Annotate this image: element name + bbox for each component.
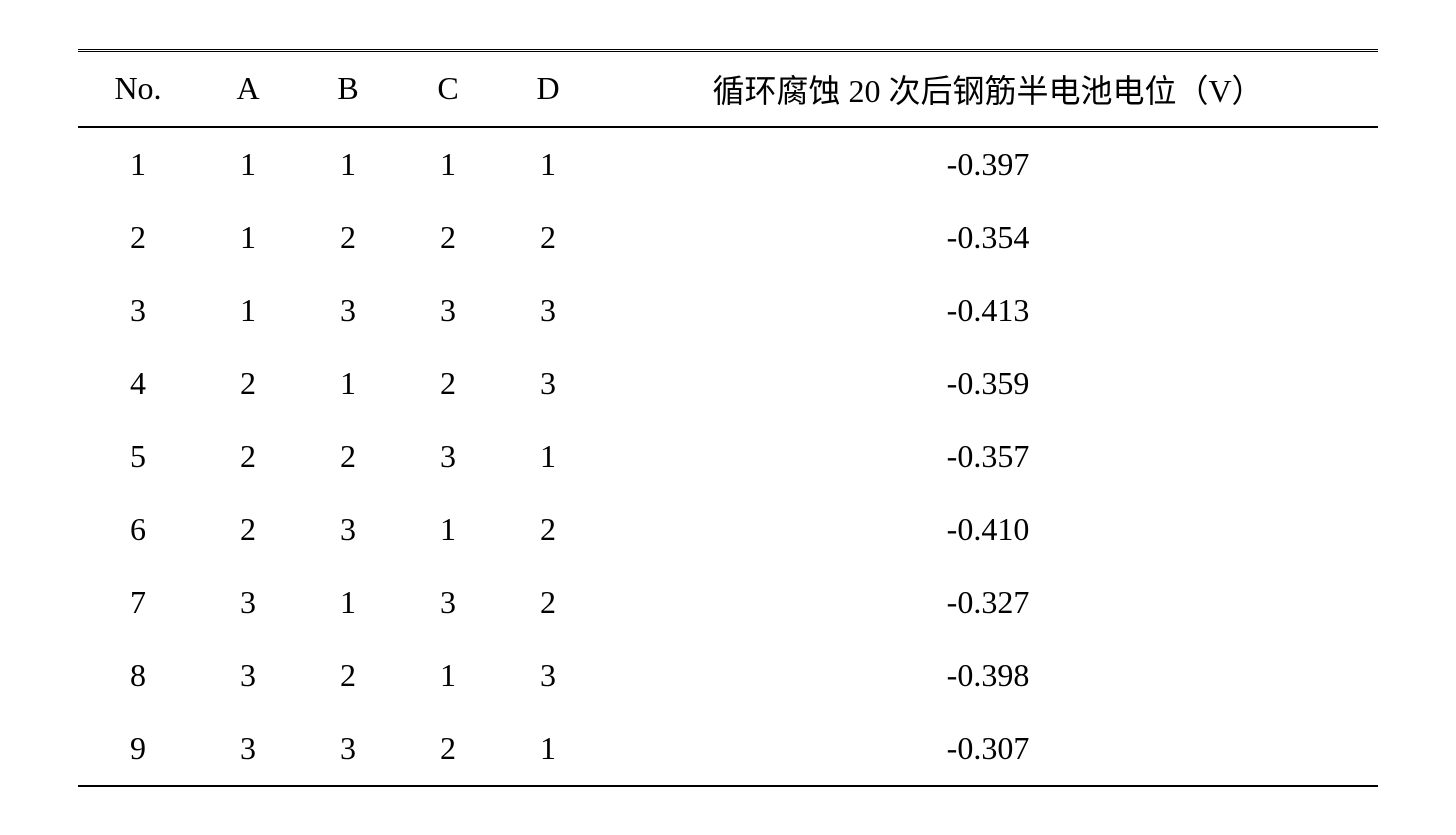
cell-c: 3 (398, 420, 498, 493)
cell-b: 1 (298, 127, 398, 201)
cell-b: 3 (298, 274, 398, 347)
cell-a: 2 (198, 347, 298, 420)
cell-b: 1 (298, 347, 398, 420)
cell-no: 4 (78, 347, 198, 420)
cell-result: -0.397 (598, 127, 1378, 201)
cell-d: 2 (498, 201, 598, 274)
cell-a: 3 (198, 639, 298, 712)
table-header-row: No. A B C D 循环腐蚀 20 次后钢筋半电池电位（V） (78, 50, 1378, 127)
table-row: 6 2 3 1 2 -0.410 (78, 493, 1378, 566)
cell-result: -0.410 (598, 493, 1378, 566)
cell-c: 2 (398, 347, 498, 420)
cell-c: 3 (398, 274, 498, 347)
cell-result: -0.398 (598, 639, 1378, 712)
cell-c: 2 (398, 712, 498, 786)
cell-c: 3 (398, 566, 498, 639)
cell-d: 1 (498, 420, 598, 493)
column-header-d: D (498, 50, 598, 127)
cell-c: 1 (398, 493, 498, 566)
column-header-b: B (298, 50, 398, 127)
table-body: 1 1 1 1 1 -0.397 2 1 2 2 2 -0.354 3 1 3 … (78, 127, 1378, 786)
column-header-no: No. (78, 50, 198, 127)
table-row: 4 2 1 2 3 -0.359 (78, 347, 1378, 420)
table-row: 3 1 3 3 3 -0.413 (78, 274, 1378, 347)
cell-d: 1 (498, 127, 598, 201)
orthogonal-experiment-table: No. A B C D 循环腐蚀 20 次后钢筋半电池电位（V） 1 1 1 1… (78, 49, 1378, 787)
cell-no: 9 (78, 712, 198, 786)
cell-no: 6 (78, 493, 198, 566)
cell-d: 2 (498, 493, 598, 566)
cell-no: 7 (78, 566, 198, 639)
column-header-result: 循环腐蚀 20 次后钢筋半电池电位（V） (598, 50, 1378, 127)
cell-result: -0.359 (598, 347, 1378, 420)
table-row: 1 1 1 1 1 -0.397 (78, 127, 1378, 201)
cell-no: 2 (78, 201, 198, 274)
cell-b: 2 (298, 201, 398, 274)
cell-a: 1 (198, 274, 298, 347)
cell-c: 1 (398, 639, 498, 712)
cell-result: -0.354 (598, 201, 1378, 274)
cell-a: 1 (198, 201, 298, 274)
cell-d: 1 (498, 712, 598, 786)
table-row: 7 3 1 3 2 -0.327 (78, 566, 1378, 639)
cell-a: 3 (198, 566, 298, 639)
table-row: 2 1 2 2 2 -0.354 (78, 201, 1378, 274)
column-header-c: C (398, 50, 498, 127)
cell-b: 1 (298, 566, 398, 639)
table-row: 5 2 2 3 1 -0.357 (78, 420, 1378, 493)
cell-no: 3 (78, 274, 198, 347)
cell-no: 1 (78, 127, 198, 201)
cell-b: 3 (298, 493, 398, 566)
cell-d: 2 (498, 566, 598, 639)
cell-result: -0.307 (598, 712, 1378, 786)
cell-d: 3 (498, 347, 598, 420)
cell-c: 1 (398, 127, 498, 201)
cell-b: 3 (298, 712, 398, 786)
cell-result: -0.327 (598, 566, 1378, 639)
table-row: 9 3 3 2 1 -0.307 (78, 712, 1378, 786)
cell-result: -0.357 (598, 420, 1378, 493)
cell-d: 3 (498, 274, 598, 347)
cell-no: 8 (78, 639, 198, 712)
table-row: 8 3 2 1 3 -0.398 (78, 639, 1378, 712)
cell-d: 3 (498, 639, 598, 712)
cell-result: -0.413 (598, 274, 1378, 347)
cell-b: 2 (298, 420, 398, 493)
cell-b: 2 (298, 639, 398, 712)
column-header-a: A (198, 50, 298, 127)
cell-a: 2 (198, 420, 298, 493)
cell-a: 2 (198, 493, 298, 566)
cell-c: 2 (398, 201, 498, 274)
cell-a: 1 (198, 127, 298, 201)
data-table-container: No. A B C D 循环腐蚀 20 次后钢筋半电池电位（V） 1 1 1 1… (78, 49, 1378, 787)
cell-no: 5 (78, 420, 198, 493)
cell-a: 3 (198, 712, 298, 786)
